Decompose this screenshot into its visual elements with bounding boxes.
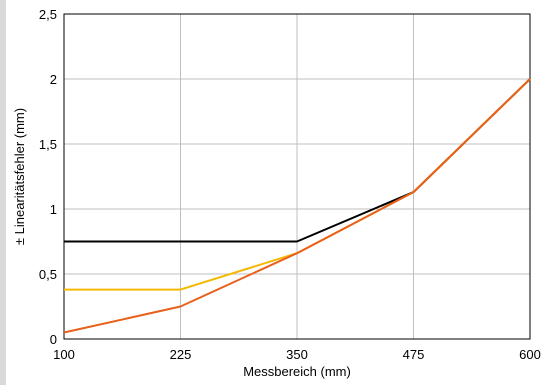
x-tick-label-0: 100 <box>53 347 75 362</box>
y-axis-title: ± Linearitätsfehler (mm) <box>12 108 27 245</box>
y-tick-label-0: 0 <box>50 332 57 347</box>
series-layer <box>63 78 531 334</box>
x-axis-title: Messbereich (mm) <box>243 364 351 379</box>
x-tick-label-3: 475 <box>403 347 425 362</box>
y-tick-label-2: 1 <box>50 202 57 217</box>
y-tick-labels: 0 0,5 1 1,5 2 2,5 <box>39 7 57 347</box>
x-tick-label-4: 600 <box>519 347 541 362</box>
frame-border <box>0 0 6 385</box>
x-tick-labels: 100 225 350 475 600 <box>53 347 541 362</box>
y-tick-label-5: 2,5 <box>39 7 57 22</box>
plot-frame <box>63 13 531 340</box>
x-tick-label-1: 225 <box>170 347 192 362</box>
y-tick-label-1: 0,5 <box>39 267 57 282</box>
y-tick-label-4: 2 <box>50 72 57 87</box>
y-tick-label-3: 1,5 <box>39 137 57 152</box>
x-tick-label-2: 350 <box>286 347 308 362</box>
series-line-2 <box>63 78 531 334</box>
